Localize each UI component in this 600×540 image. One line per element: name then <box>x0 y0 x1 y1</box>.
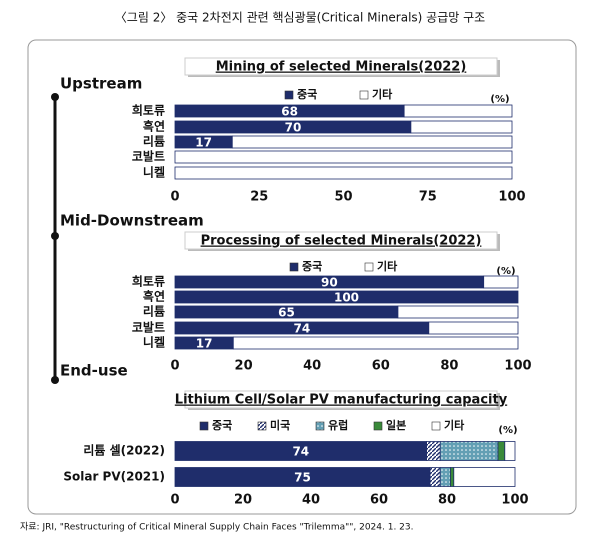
legend-label: 미국 <box>270 418 290 432</box>
bar-segment <box>429 467 441 487</box>
bar-segment <box>449 467 455 487</box>
legend-swatch <box>364 262 374 272</box>
bar-segment <box>497 441 506 461</box>
bar-segment <box>174 150 513 164</box>
legend-label: 기타 <box>372 87 393 101</box>
stage-label: Upstream <box>60 75 142 93</box>
category-label: 코발트 <box>132 320 165 335</box>
x-tick-label: 60 <box>370 493 388 508</box>
legend-label: 중국 <box>302 260 322 273</box>
title-box <box>184 57 498 76</box>
legend-swatch <box>257 421 267 431</box>
x-tick-label: 50 <box>334 190 352 205</box>
value-label: 70 <box>285 121 302 135</box>
x-tick-label: 40 <box>302 493 320 508</box>
x-tick-label: 0 <box>170 190 179 205</box>
category-label: 니켈 <box>143 335 165 350</box>
unit-label: (%) <box>498 425 517 436</box>
legend-label: 일본 <box>386 418 406 432</box>
x-tick-label: 75 <box>419 190 437 205</box>
x-tick-label: 25 <box>250 190 268 205</box>
bar-segment <box>426 441 441 461</box>
bar-segment <box>483 275 519 289</box>
bar-segment <box>439 441 499 461</box>
legend-swatch <box>431 421 441 431</box>
chart-title: Lithium Cell/Solar PV manufacturing capa… <box>175 393 508 408</box>
stage-label: Mid-Downstream <box>60 212 204 230</box>
legend-label: 중국 <box>297 88 317 101</box>
title-box <box>184 390 498 409</box>
chart-title: Mining of selected Minerals(2022) <box>216 60 467 75</box>
x-tick-label: 80 <box>438 493 456 508</box>
legend-swatch <box>289 262 299 272</box>
caption: 〈그림 2〉 중국 2차전지 관련 핵심광물(Critical Minerals… <box>115 11 485 25</box>
chart-title: Processing of selected Minerals(2022) <box>201 234 482 249</box>
value-label: 75 <box>294 471 311 485</box>
bar-segment <box>410 120 513 134</box>
x-tick-label: 100 <box>504 359 531 374</box>
bar-segment <box>428 321 519 335</box>
unit-label: (%) <box>490 94 509 105</box>
category-label: 희토류 <box>132 274 165 289</box>
legend-swatch <box>315 421 325 431</box>
timeline-dot <box>51 376 59 384</box>
bar-segment <box>232 336 519 350</box>
legend-label: 유럽 <box>328 418 348 432</box>
title-box <box>184 231 498 250</box>
category-label: 흑연 <box>143 119 165 134</box>
value-label: 65 <box>278 306 295 320</box>
category-label: Solar PV(2021) <box>63 470 165 484</box>
legend-label: 기타 <box>444 418 465 432</box>
value-label: 90 <box>321 276 338 290</box>
legend-label: 기타 <box>377 259 398 273</box>
timeline-dot <box>51 93 59 101</box>
x-tick-label: 0 <box>170 359 179 374</box>
legend-swatch <box>359 90 369 100</box>
value-label: 68 <box>281 105 298 119</box>
source: 자료: JRI, "Restructuring of Critical Mine… <box>20 522 414 533</box>
x-tick-label: 0 <box>170 493 179 508</box>
category-label: 리튬 <box>143 134 165 149</box>
bar-segment <box>403 104 513 118</box>
value-label: 74 <box>294 322 311 336</box>
category-label: 희토류 <box>132 103 165 118</box>
category-label: 니켈 <box>143 165 165 180</box>
x-tick-label: 100 <box>498 190 525 205</box>
x-tick-label: 100 <box>501 493 528 508</box>
legend-swatch <box>373 421 383 431</box>
timeline-dot <box>51 232 59 240</box>
bar-segment <box>231 135 513 149</box>
stage-label: End-use <box>60 362 128 380</box>
bar-segment <box>174 166 513 180</box>
value-label: 100 <box>334 291 359 305</box>
legend-swatch <box>199 421 209 431</box>
value-label: 17 <box>195 136 212 150</box>
x-tick-label: 60 <box>372 359 390 374</box>
unit-label: (%) <box>496 266 515 277</box>
category-label: 코발트 <box>132 149 165 164</box>
bar-segment <box>397 305 519 319</box>
bar-segment <box>453 467 516 487</box>
category-label: 리튬 셀(2022) <box>83 443 165 458</box>
legend-swatch <box>284 90 294 100</box>
x-tick-label: 20 <box>235 359 253 374</box>
x-tick-label: 20 <box>234 493 252 508</box>
x-tick-label: 40 <box>303 359 321 374</box>
category-label: 흑연 <box>143 289 165 304</box>
category-label: 리튬 <box>143 304 165 319</box>
legend-label: 중국 <box>212 419 232 432</box>
value-label: 17 <box>196 337 213 351</box>
value-label: 74 <box>292 445 309 459</box>
bar-segment <box>174 290 519 304</box>
bar-segment <box>439 467 451 487</box>
frame <box>27 39 577 515</box>
bar-segment <box>504 441 516 461</box>
x-tick-label: 80 <box>440 359 458 374</box>
